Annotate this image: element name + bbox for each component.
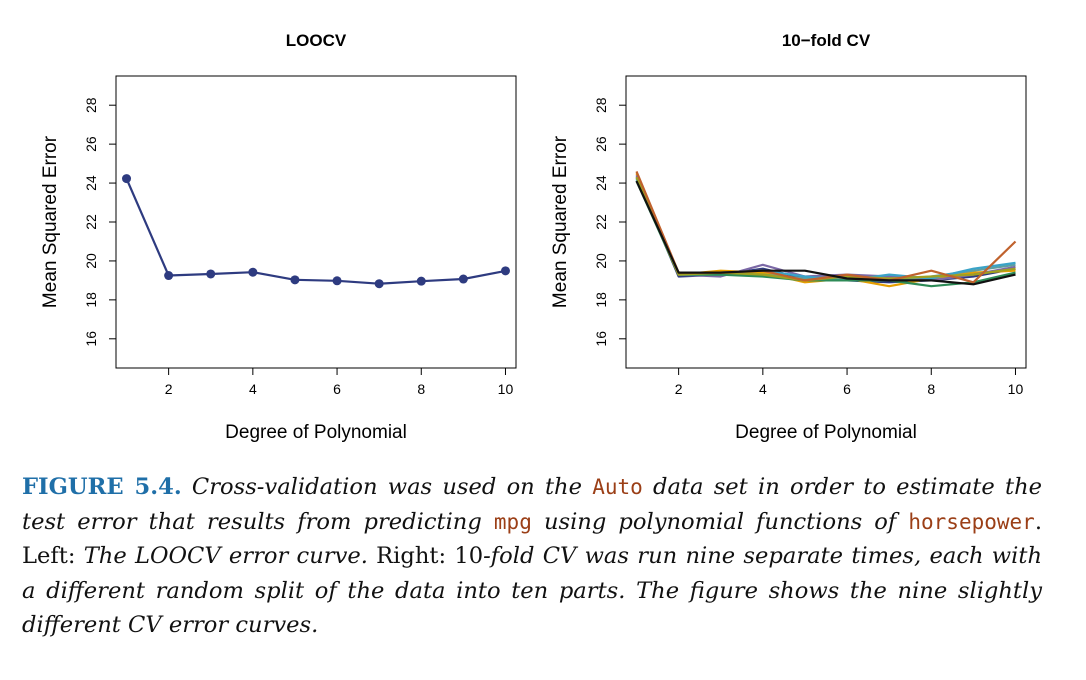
chart-0-ytick-label: 18 bbox=[83, 292, 99, 308]
chart-1-series-8-line bbox=[635, 180, 1016, 286]
caption-left-text: The LOOCV error curve. bbox=[83, 543, 368, 569]
chart-0-ytick-label: 28 bbox=[83, 97, 99, 113]
caption-code-auto: Auto bbox=[592, 475, 643, 499]
chart-0-ytick-label: 16 bbox=[83, 331, 99, 347]
chart-0-series-0-point bbox=[332, 276, 342, 286]
chart-0-series-0-line bbox=[125, 178, 506, 285]
chart-1-xtick-label: 6 bbox=[843, 381, 851, 397]
chart-1-ytick-label: 16 bbox=[593, 331, 609, 347]
chart-0-ytick-label: 24 bbox=[83, 175, 99, 191]
chart-1-series-6-line bbox=[635, 176, 1016, 282]
chart-0-series-0-point bbox=[206, 269, 216, 279]
chart-0-xtick-label: 8 bbox=[417, 381, 425, 397]
caption-left-label: Left: bbox=[22, 543, 76, 569]
chart-1-xtick-label: 2 bbox=[675, 381, 683, 397]
chart-1-ytick-label: 18 bbox=[593, 292, 609, 308]
caption-text-2: data set in order to estimate the test e… bbox=[22, 474, 1042, 535]
chart-1-ytick-label: 24 bbox=[593, 175, 609, 191]
chart-0-ytick-label: 20 bbox=[83, 253, 99, 269]
chart-0-series-0-point bbox=[122, 174, 132, 184]
chart-0-xtick-label: 10 bbox=[498, 381, 514, 397]
caption-right-label: Right: bbox=[376, 543, 447, 569]
chart-1-series-5-line bbox=[635, 180, 1016, 288]
chart-0-series-0-point bbox=[290, 275, 300, 285]
chart-1-series-1-line bbox=[635, 172, 1016, 288]
chart-0-ylabel: Mean Squared Error bbox=[40, 135, 61, 308]
chart-0-xlabel: Degree of Polynomial bbox=[225, 422, 407, 443]
chart-0-series-0-point bbox=[416, 276, 426, 286]
caption-text-3: using polynomial functions of bbox=[543, 508, 897, 535]
chart-1-series-4-line bbox=[635, 178, 1016, 282]
chart-0-xtick-label: 2 bbox=[165, 381, 173, 397]
chart-0-title: LOOCV bbox=[286, 31, 347, 50]
chart-1-title: 10−fold CV bbox=[782, 31, 871, 50]
chart-1-series-3-line bbox=[635, 176, 1016, 282]
chart-1-ytick-label: 22 bbox=[593, 214, 609, 230]
chart-1-ytick-label: 20 bbox=[593, 253, 609, 269]
caption-right-text: -fold CV was run nine separate times, ea… bbox=[22, 543, 1042, 638]
chart-1-xtick-label: 8 bbox=[927, 381, 935, 397]
figure-caption: FIGURE 5.4. Cross-validation was used on… bbox=[22, 470, 1042, 643]
chart-0-series-0-point bbox=[458, 274, 468, 284]
chart-1-ytick-label: 26 bbox=[593, 136, 609, 152]
chart-1-xtick-label: 10 bbox=[1008, 381, 1024, 397]
caption-code-mpg: mpg bbox=[493, 509, 532, 534]
chart-1-series-2-line bbox=[635, 174, 1016, 282]
caption-text-1: Cross-validation was used on the bbox=[191, 474, 582, 500]
chart-1-xlabel: Degree of Polynomial bbox=[735, 422, 917, 443]
chart-0-frame bbox=[115, 75, 517, 369]
chart-0-series-0-point bbox=[374, 279, 384, 289]
caption-code-horsepower: horsepower bbox=[908, 509, 1035, 534]
chart-0-series-0-point bbox=[248, 267, 258, 277]
caption-right-number: 10 bbox=[454, 543, 484, 569]
chart-1-frame bbox=[625, 75, 1027, 369]
chart-1-series-7-line bbox=[635, 170, 1017, 284]
chart-0-xtick-label: 4 bbox=[249, 381, 257, 397]
chart-0-xtick-label: 6 bbox=[333, 381, 341, 397]
chart-0-ytick-label: 22 bbox=[83, 214, 99, 230]
chart-1-ytick-label: 28 bbox=[593, 97, 609, 113]
chart-0-ytick-label: 26 bbox=[83, 136, 99, 152]
caption-period: . bbox=[1034, 508, 1042, 535]
figure-label: FIGURE 5.4. bbox=[22, 474, 182, 500]
chart-0-series-0-point bbox=[164, 271, 174, 281]
chart-1-xtick-label: 4 bbox=[759, 381, 767, 397]
chart-1-ylabel: Mean Squared Error bbox=[550, 135, 571, 308]
chart-1-series-0-line bbox=[635, 176, 1016, 284]
chart-0-series-0-point bbox=[500, 266, 510, 276]
